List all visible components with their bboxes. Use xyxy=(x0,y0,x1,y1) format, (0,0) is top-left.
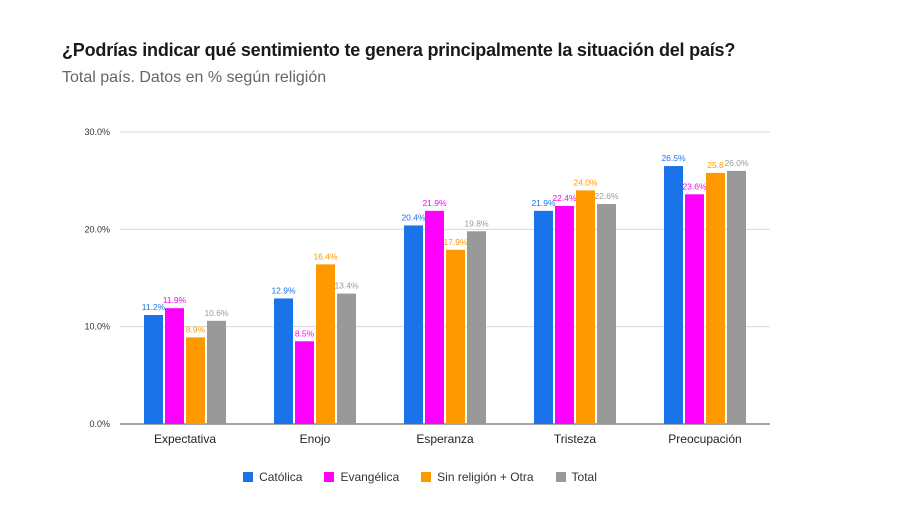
data-label: 26.0% xyxy=(724,158,749,168)
legend-item: Total xyxy=(555,470,597,484)
legend-item: Evangélica xyxy=(324,470,399,484)
legend-label: Católica xyxy=(259,470,303,484)
bar xyxy=(706,172,725,424)
data-label: 26.5% xyxy=(661,153,686,163)
bar xyxy=(534,210,553,424)
bar xyxy=(685,194,704,424)
chart-title: ¿Podrías indicar qué sentimiento te gene… xyxy=(62,40,736,60)
data-label: 22.4% xyxy=(552,193,577,203)
legend-swatch xyxy=(324,472,335,482)
legend-item: Católica xyxy=(243,470,302,484)
data-label: 21.9% xyxy=(422,198,447,208)
bar xyxy=(664,166,683,425)
y-tick-label: 30.0% xyxy=(84,127,110,137)
x-tick-label: Enojo xyxy=(300,432,331,446)
data-label: 11.9% xyxy=(163,295,187,305)
x-tick-label: Preocupación xyxy=(668,432,741,446)
legend-swatch xyxy=(555,472,566,482)
bar xyxy=(207,320,226,424)
chart-subtitle: Total país. Datos en % según religión xyxy=(62,69,327,86)
legend-swatch xyxy=(421,472,432,482)
data-label: 24.0% xyxy=(573,177,598,187)
data-label: 25.8 xyxy=(707,160,724,170)
bar xyxy=(467,231,486,424)
bar xyxy=(144,314,163,424)
bar xyxy=(404,225,423,424)
legend-label: Total xyxy=(571,470,597,484)
y-tick-label: 10.0% xyxy=(84,322,110,332)
bar xyxy=(576,190,595,424)
bar xyxy=(597,204,616,424)
bar xyxy=(295,341,314,424)
bar xyxy=(446,249,465,424)
y-tick-label: 20.0% xyxy=(84,224,110,234)
chart-legend: Católica Evangélica Sin religión + Otra Tot… xyxy=(0,470,840,484)
bar xyxy=(274,298,293,424)
bar xyxy=(337,293,356,424)
x-tick-label: Esperanza xyxy=(416,432,474,446)
bar xyxy=(555,205,574,424)
bar xyxy=(425,210,444,424)
data-label: 8.5% xyxy=(295,328,315,338)
data-label: 17.9% xyxy=(443,237,468,247)
data-label: 16.4% xyxy=(313,251,338,261)
data-label: 10.6% xyxy=(204,308,229,318)
data-label: 22.6% xyxy=(594,191,619,201)
data-label: 8.9% xyxy=(186,324,206,334)
bar xyxy=(316,264,335,424)
data-label: 20.4% xyxy=(401,212,426,222)
legend-swatch xyxy=(243,472,254,482)
bar xyxy=(186,337,205,424)
legend-item: Sin religión + Otra xyxy=(421,470,534,484)
data-label: 12.9% xyxy=(271,285,296,295)
data-label: 23.6% xyxy=(682,181,707,191)
legend-label: Sin religión + Otra xyxy=(437,470,534,484)
bar xyxy=(165,308,184,424)
x-tick-label: Expectativa xyxy=(154,432,216,446)
data-label: 21.9% xyxy=(531,198,556,208)
y-tick-label: 0.0% xyxy=(89,419,110,429)
bar xyxy=(727,170,746,424)
data-label: 11.2% xyxy=(142,302,166,312)
data-label: 13.4% xyxy=(334,281,359,291)
x-tick-label: Tristeza xyxy=(554,432,597,446)
legend-label: Evangélica xyxy=(340,470,400,484)
data-label: 19.8% xyxy=(464,218,489,228)
